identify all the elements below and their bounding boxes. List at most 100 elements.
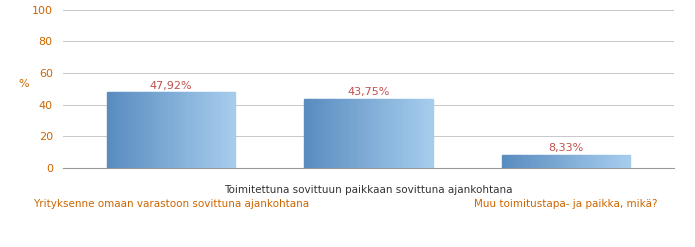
Bar [612,155,614,168]
Bar [343,99,345,168]
Text: Toimitettuna sovittuun paikkaan sovittuna ajankohtana: Toimitettuna sovittuun paikkaan sovittun… [224,185,513,195]
Bar [622,155,625,168]
Text: Yrityksenne omaan varastoon sovittuna ajankohtana: Yrityksenne omaan varastoon sovittuna aj… [33,199,309,208]
Bar [345,99,348,168]
Bar [107,92,110,168]
Bar [604,155,607,168]
Bar [389,99,391,168]
Bar [409,99,412,168]
Bar [174,92,177,168]
Bar [627,155,630,168]
Bar [502,155,505,168]
Bar [525,155,528,168]
Bar [517,155,520,168]
Bar [192,92,195,168]
Bar [407,99,409,168]
Bar [548,155,550,168]
Bar [610,155,612,168]
Bar [330,99,333,168]
Bar [327,99,330,168]
Bar [576,155,579,168]
Bar [315,99,317,168]
Bar [325,99,327,168]
Bar [133,92,136,168]
Bar [312,99,315,168]
Bar [120,92,122,168]
Bar [578,155,581,168]
Bar [607,155,610,168]
Bar [222,92,225,168]
Text: 43,75%: 43,75% [348,87,389,97]
Bar [212,92,215,168]
Bar [161,92,163,168]
Bar [545,155,548,168]
Bar [361,99,363,168]
Bar [512,155,514,168]
Bar [179,92,181,168]
Bar [617,155,620,168]
Bar [171,92,174,168]
Bar [209,92,212,168]
Bar [356,99,359,168]
Bar [379,99,382,168]
Bar [509,155,512,168]
Bar [122,92,125,168]
Bar [135,92,138,168]
Bar [181,92,184,168]
Bar [573,155,576,168]
Bar [366,99,368,168]
Bar [115,92,117,168]
Bar [586,155,589,168]
Bar [420,99,423,168]
Bar [614,155,617,168]
Bar [391,99,394,168]
Bar [540,155,543,168]
Bar [189,92,192,168]
Bar [599,155,602,168]
Bar [602,155,605,168]
Bar [417,99,420,168]
Bar [563,155,566,168]
Text: 8,33%: 8,33% [548,143,583,153]
Bar [619,155,622,168]
Bar [399,99,402,168]
Bar [555,155,558,168]
Bar [537,155,540,168]
Bar [184,92,187,168]
Bar [148,92,151,168]
Bar [140,92,143,168]
Bar [145,92,148,168]
Bar [584,155,587,168]
Bar [166,92,169,168]
Bar [350,99,353,168]
Bar [550,155,553,168]
Text: Muu toimitustapa- ja paikka, mikä?: Muu toimitustapa- ja paikka, mikä? [474,199,657,208]
Bar [227,92,230,168]
Bar [522,155,525,168]
Bar [386,99,389,168]
Bar [589,155,591,168]
Bar [569,155,571,168]
Bar [528,155,530,168]
Bar [507,155,509,168]
Bar [207,92,210,168]
Bar [130,92,133,168]
Bar [138,92,140,168]
Bar [532,155,535,168]
Bar [625,155,628,168]
Bar [376,99,379,168]
Bar [202,92,204,168]
Bar [397,99,400,168]
Bar [156,92,158,168]
Bar [581,155,584,168]
Bar [186,92,189,168]
Bar [594,155,596,168]
Bar [591,155,594,168]
Bar [530,155,532,168]
Bar [151,92,154,168]
Bar [199,92,202,168]
Bar [112,92,115,168]
Bar [535,155,538,168]
Bar [340,99,343,168]
Bar [225,92,228,168]
